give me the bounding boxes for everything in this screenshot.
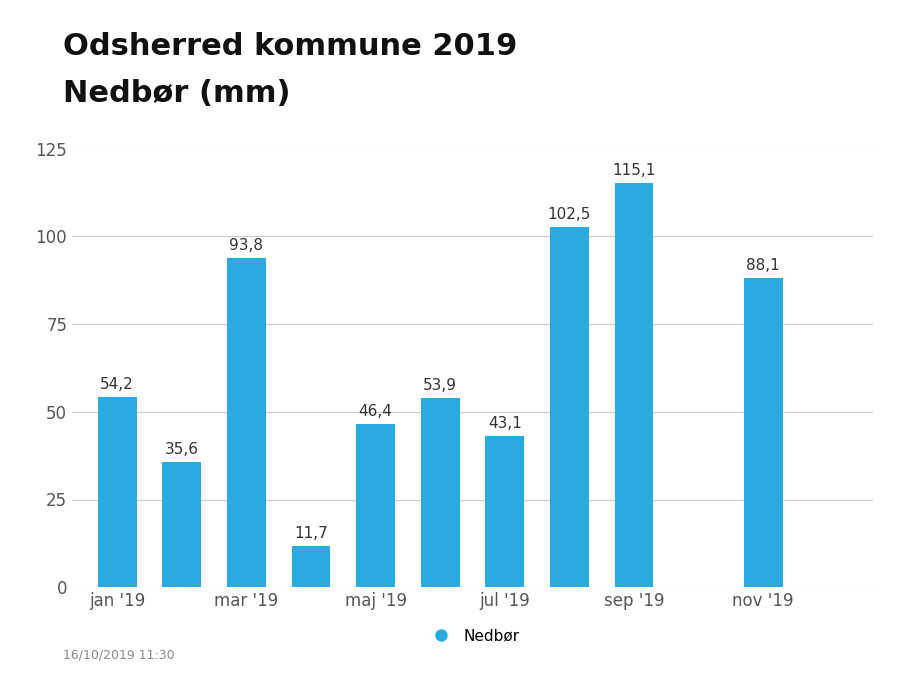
- Text: 115,1: 115,1: [612, 163, 656, 178]
- Bar: [227, 258, 266, 587]
- Text: Odsherred kommune 2019: Odsherred kommune 2019: [63, 32, 517, 61]
- Bar: [615, 183, 653, 587]
- Text: DMI: DMI: [783, 110, 819, 128]
- Text: Nedbør (mm): Nedbør (mm): [63, 79, 291, 108]
- Text: 93,8: 93,8: [230, 238, 264, 252]
- Bar: [292, 546, 330, 587]
- Text: 16/10/2019 11:30: 16/10/2019 11:30: [63, 649, 175, 662]
- Bar: [356, 425, 395, 587]
- Bar: [743, 278, 783, 587]
- Text: 46,4: 46,4: [359, 404, 392, 419]
- Text: 43,1: 43,1: [488, 416, 522, 431]
- Text: 53,9: 53,9: [423, 378, 457, 393]
- Text: 11,7: 11,7: [294, 526, 328, 541]
- Bar: [98, 397, 137, 587]
- Bar: [421, 398, 460, 587]
- Text: 35,6: 35,6: [165, 442, 199, 457]
- Bar: [485, 436, 524, 587]
- Bar: [550, 227, 589, 587]
- Bar: [162, 462, 202, 587]
- Text: 88,1: 88,1: [746, 258, 780, 273]
- Text: 102,5: 102,5: [548, 207, 591, 222]
- Legend: Nedbør: Nedbør: [419, 622, 526, 650]
- Text: 54,2: 54,2: [100, 377, 134, 392]
